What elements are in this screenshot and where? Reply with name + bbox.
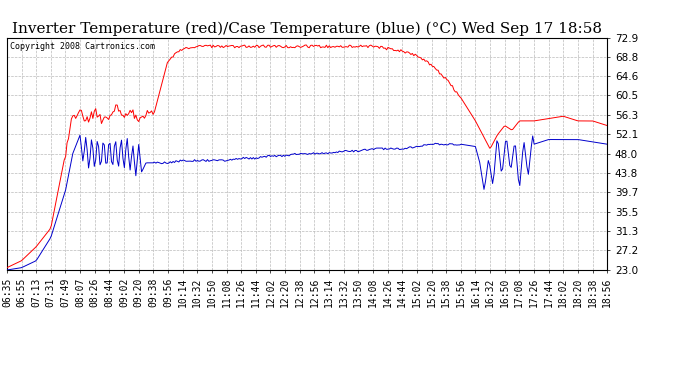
Text: Copyright 2008 Cartronics.com: Copyright 2008 Cartronics.com — [10, 42, 155, 51]
Title: Inverter Temperature (red)/Case Temperature (blue) (°C) Wed Sep 17 18:58: Inverter Temperature (red)/Case Temperat… — [12, 22, 602, 36]
